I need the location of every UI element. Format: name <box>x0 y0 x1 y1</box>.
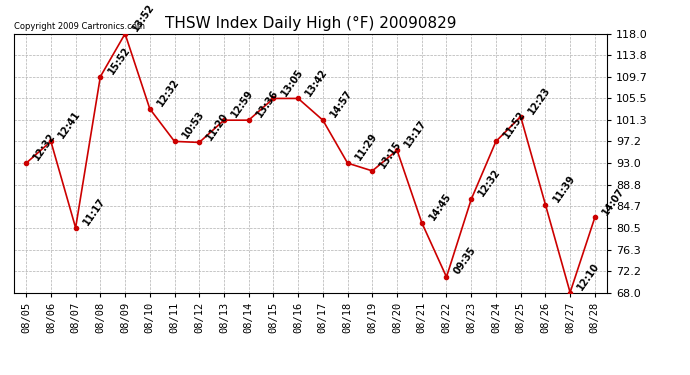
Text: 12:41: 12:41 <box>57 110 82 141</box>
Text: 12:32: 12:32 <box>477 168 503 199</box>
Text: 12:59: 12:59 <box>230 88 255 119</box>
Text: 13:17: 13:17 <box>402 118 428 149</box>
Text: 12:23: 12:23 <box>526 85 552 116</box>
Text: 12:32: 12:32 <box>155 77 181 108</box>
Text: 13:05: 13:05 <box>279 66 305 98</box>
Title: THSW Index Daily High (°F) 20090829: THSW Index Daily High (°F) 20090829 <box>165 16 456 31</box>
Text: 14:07: 14:07 <box>600 186 627 217</box>
Text: 14:45: 14:45 <box>427 191 453 222</box>
Text: 13:52: 13:52 <box>130 2 157 33</box>
Text: 12:10: 12:10 <box>575 261 602 292</box>
Text: 11:29: 11:29 <box>353 131 379 162</box>
Text: 11:20: 11:20 <box>205 111 230 142</box>
Text: 11:52: 11:52 <box>502 110 527 141</box>
Text: Copyright 2009 Cartronics.com: Copyright 2009 Cartronics.com <box>14 22 145 31</box>
Text: 11:17: 11:17 <box>81 196 107 227</box>
Text: 15:52: 15:52 <box>106 45 132 76</box>
Text: 13:42: 13:42 <box>304 66 330 98</box>
Text: 09:35: 09:35 <box>452 245 478 276</box>
Text: 11:39: 11:39 <box>551 172 577 204</box>
Text: 14:57: 14:57 <box>328 88 355 119</box>
Text: 13:36: 13:36 <box>254 88 280 119</box>
Text: 13:15: 13:15 <box>378 139 404 170</box>
Text: 12:32: 12:32 <box>32 131 58 162</box>
Text: 10:53: 10:53 <box>180 110 206 141</box>
